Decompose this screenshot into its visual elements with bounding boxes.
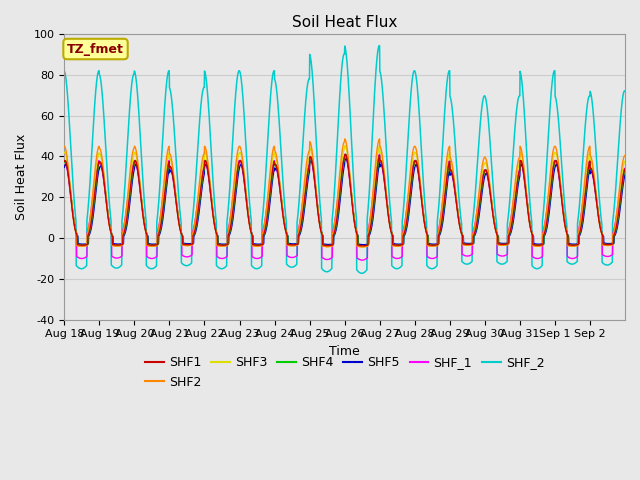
SHF5 [514,184,522,190]
SHF2 [546,179,554,184]
SHF5 [237,162,245,168]
SHF3 [341,143,349,148]
SHF3 [237,152,245,158]
Line: SHF_2: SHF_2 [64,46,625,273]
SHF_1 [614,206,621,212]
SHF_2 [546,113,554,119]
SHF1 [341,152,349,157]
SHF3 [514,167,522,172]
SHF5 [342,156,350,162]
SHF4 [360,243,367,249]
SHF3 [621,158,629,164]
SHF_1 [546,184,554,190]
SHF1 [379,165,387,171]
SHF1 [237,159,245,165]
SHF_2 [376,43,383,48]
Title: Soil Heat Flux: Soil Heat Flux [292,15,397,30]
SHF3 [116,243,124,249]
SHF3 [60,150,68,156]
SHF1 [60,158,68,164]
SHF_2 [514,97,522,103]
SHF5 [546,207,554,213]
SHF2 [621,153,629,158]
SHF2 [514,159,522,165]
SHF1 [359,243,367,249]
SHF4 [546,200,554,206]
SHF_2 [614,160,621,166]
SHF2 [379,156,387,162]
SHF_1 [116,254,124,260]
SHF1 [614,217,621,223]
SHF_1 [621,166,629,171]
Line: SHF_1: SHF_1 [64,155,625,260]
SHF2 [614,204,621,210]
X-axis label: Time: Time [329,345,360,358]
Line: SHF3: SHF3 [64,145,625,247]
Legend: SHF1, SHF2, SHF3, SHF4, SHF5, SHF_1, SHF_2: SHF1, SHF2, SHF3, SHF4, SHF5, SHF_1, SHF… [140,351,549,394]
SHF2 [358,244,366,250]
SHF2 [376,136,383,142]
SHF1 [116,242,124,248]
SHF4 [614,219,621,225]
SHF_1 [514,171,522,177]
SHF_2 [358,270,365,276]
SHF_1 [60,157,68,163]
SHF4 [514,178,522,183]
SHF4 [60,159,68,165]
Y-axis label: Soil Heat Flux: Soil Heat Flux [15,134,28,220]
SHF_2 [379,90,387,96]
Line: SHF1: SHF1 [64,155,625,246]
SHF_1 [376,152,383,157]
SHF4 [116,242,124,248]
SHF5 [116,241,124,247]
SHF_1 [379,168,387,173]
SHF1 [546,197,554,203]
SHF_2 [116,264,124,269]
SHF1 [514,175,522,181]
Line: SHF5: SHF5 [64,159,625,245]
Line: SHF2: SHF2 [64,139,625,247]
Line: SHF4: SHF4 [64,154,625,246]
Text: TZ_fmet: TZ_fmet [67,43,124,56]
SHF4 [621,167,629,172]
SHF5 [60,165,68,170]
SHF5 [614,224,621,229]
SHF_2 [237,77,245,83]
SHF2 [237,148,245,154]
SHF4 [237,158,245,164]
SHF2 [116,243,124,249]
SHF3 [546,187,554,193]
SHF_1 [358,257,366,263]
SHF4 [379,163,387,169]
SHF4 [342,151,349,157]
SHF3 [358,244,366,250]
SHF5 [360,242,367,248]
SHF5 [621,171,629,177]
SHF_1 [237,161,245,167]
SHF3 [379,159,387,165]
SHF_2 [60,68,68,74]
SHF3 [614,211,621,216]
SHF_2 [621,88,629,94]
SHF2 [60,144,68,149]
SHF5 [379,166,387,171]
SHF1 [621,166,629,172]
